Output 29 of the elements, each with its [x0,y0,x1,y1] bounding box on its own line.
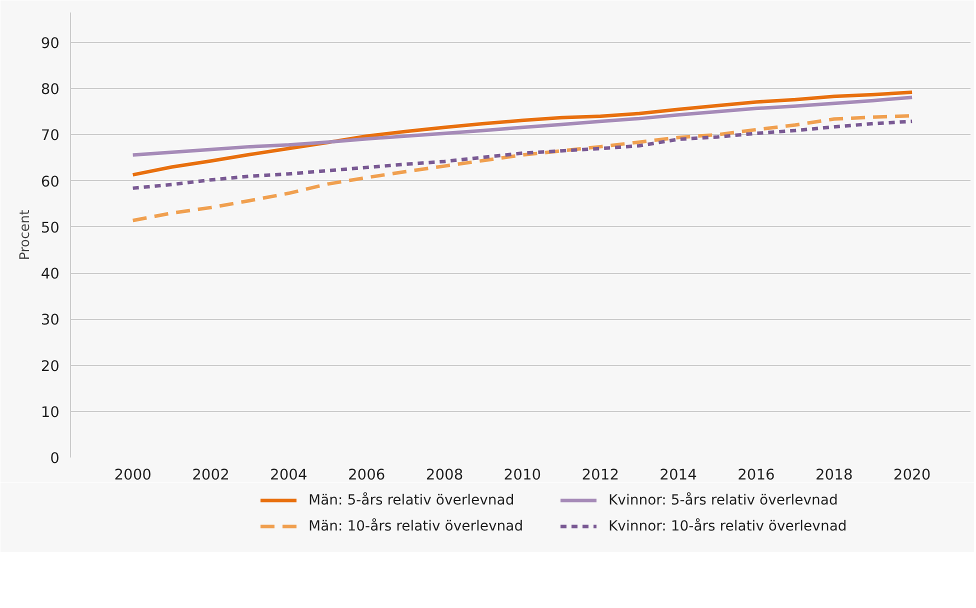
line-series [131,90,914,177]
y-tick-label: 70 [40,127,60,144]
y-tick-label: 90 [40,34,60,52]
y-tick-label: 10 [40,404,60,421]
x-tick-label: 2010 [504,466,542,484]
x-tick-label: 2000 [114,466,152,484]
y-tick-label: 80 [40,81,60,98]
x-tick-label: 2014 [660,466,697,484]
y-tick-label: 0 [50,450,60,467]
legend-label: Män: 10-års relativ överlevnad [308,518,524,534]
legend-label: Kvinnor: 5-års relativ överlevnad [608,492,838,508]
y-tick-label: 50 [40,219,60,236]
x-tick-label: 2004 [270,466,308,484]
legend-label: Män: 5-års relativ överlevnad [308,492,514,508]
x-tick-label: 2012 [582,466,620,484]
y-tick-label: 60 [40,173,60,190]
x-tick-label: 2008 [426,466,464,484]
line-series [131,96,914,157]
x-tick-label: 2016 [738,466,775,484]
line-series [131,120,914,190]
y-tick-label: 30 [40,312,60,329]
y-axis-title: Procent [18,210,33,260]
y-tick-label: 40 [40,266,60,283]
legend-label: Kvinnor: 10-års relativ överlevnad [608,518,847,534]
y-tick-label: 20 [40,358,60,375]
x-tick-label: 2018 [815,466,853,484]
x-tick-label: 2002 [192,466,230,484]
x-tick-label: 2020 [893,466,931,484]
x-tick-label: 2006 [348,466,386,484]
